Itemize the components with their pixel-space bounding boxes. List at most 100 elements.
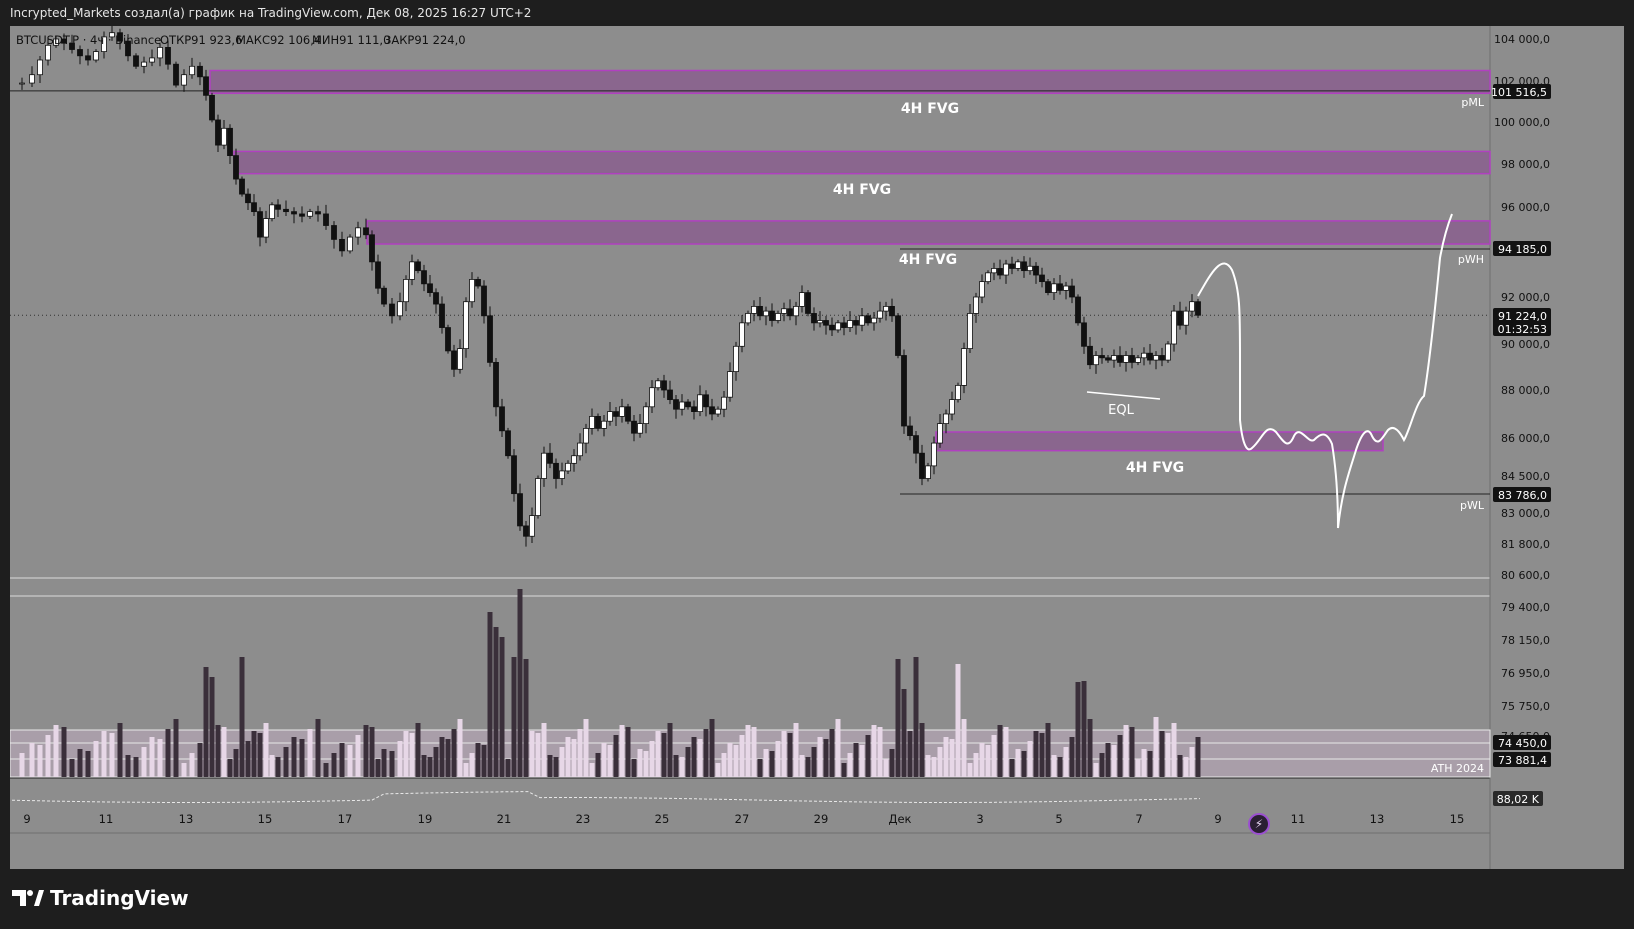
volume-bar xyxy=(149,737,155,777)
volume-bar xyxy=(781,731,787,777)
volume-bar xyxy=(85,751,91,777)
candle-bull xyxy=(943,413,949,425)
candle-bull xyxy=(877,310,883,319)
volume-bar xyxy=(805,757,811,777)
fvg-zone xyxy=(935,431,1384,452)
volume-bar xyxy=(239,657,245,777)
fvg-zone xyxy=(233,150,1491,175)
level-label: pWH xyxy=(1458,253,1484,266)
candle-bull xyxy=(1027,265,1033,272)
volume-bar xyxy=(877,727,883,777)
candle-bear xyxy=(1099,355,1105,359)
brand-name: TradingView xyxy=(50,886,189,910)
candle-bear xyxy=(445,327,451,352)
candle-bull xyxy=(1183,310,1189,326)
price-chart-svg[interactable]: 4H FVG 4H FVG 4H FVG 4H FVG pML pWH pWL ATH 202… xyxy=(10,26,1624,869)
volume-bar xyxy=(733,745,739,777)
candles-group xyxy=(19,26,1201,547)
y-tick-label: 96 000,0 xyxy=(1501,201,1550,214)
candle-bear xyxy=(499,406,505,432)
price-label-box xyxy=(1493,735,1551,750)
volume-bar xyxy=(1177,755,1183,777)
candle-bull xyxy=(847,320,853,328)
volume-group xyxy=(19,589,1201,777)
volume-bar xyxy=(913,657,919,777)
price-label-text: 101 516,5 xyxy=(1491,86,1547,99)
volume-bar xyxy=(529,731,535,777)
candle-bull xyxy=(157,46,163,59)
x-tick-label: 9 xyxy=(23,812,30,826)
fvg-label: 4H FVG xyxy=(833,182,891,198)
price-label-text: 83 786,0 xyxy=(1498,489,1547,502)
volume-bar xyxy=(117,723,123,777)
lightning-icon[interactable]: ⚡ xyxy=(1248,813,1270,835)
candle-bull xyxy=(469,279,475,303)
volume-bar xyxy=(227,759,233,777)
volume-bar xyxy=(1135,759,1141,777)
x-tick-label: 23 xyxy=(576,812,591,826)
candle-bear xyxy=(919,452,925,479)
legend-high: МАКС92 106,4 xyxy=(236,33,321,47)
volume-bar xyxy=(141,747,147,777)
volume-bar xyxy=(189,753,195,777)
volume-bar xyxy=(883,759,889,777)
candle-bull xyxy=(721,396,727,410)
candle-bear xyxy=(811,313,817,324)
volume-bar xyxy=(499,637,505,777)
candle-bull xyxy=(1141,352,1147,359)
candle-bull xyxy=(781,308,787,314)
candle-bear xyxy=(381,287,387,305)
candle-bear xyxy=(1087,345,1093,366)
candle-bear xyxy=(1147,352,1153,361)
volume-bar xyxy=(871,725,877,777)
volume-bar xyxy=(667,723,673,777)
volume-bar xyxy=(409,733,415,777)
price-label-text: 73 881,4 xyxy=(1498,754,1547,767)
candle-bear xyxy=(703,394,709,408)
volume-bar xyxy=(69,759,75,777)
candle-bull xyxy=(643,406,649,424)
candle-bear xyxy=(363,227,369,236)
candle-bear xyxy=(625,406,631,422)
tradingview-logo-icon xyxy=(12,890,44,906)
volume-bar xyxy=(77,749,83,777)
candle-bull xyxy=(871,317,877,324)
candle-bear xyxy=(433,292,439,305)
volume-bar xyxy=(487,612,493,777)
volume-bar xyxy=(997,725,1003,777)
volume-bar xyxy=(1093,763,1099,777)
legend-low: МИН91 111,0 xyxy=(312,33,390,47)
price-label-text: 91 224,0 xyxy=(1498,310,1547,323)
candle-bear xyxy=(215,119,221,146)
candle-bear xyxy=(1057,283,1063,291)
candle-bear xyxy=(895,315,901,356)
candle-bear xyxy=(595,415,601,429)
candle-bear xyxy=(275,204,281,210)
candle-bear xyxy=(77,49,83,57)
candle-bear xyxy=(203,76,209,96)
candle-bull xyxy=(269,204,275,219)
candle-bull xyxy=(589,415,595,429)
volume-bar xyxy=(583,719,589,777)
ath-label: ATH 2024 xyxy=(1431,762,1484,775)
volume-bar xyxy=(859,745,865,777)
candle-bear xyxy=(517,493,523,527)
y-tick-label: 79 400,0 xyxy=(1501,601,1550,614)
candle-bear xyxy=(865,315,871,324)
chart-area[interactable]: 4H FVG 4H FVG 4H FVG 4H FVG pML pWH pWL ATH 202… xyxy=(10,26,1624,869)
candle-bear xyxy=(1177,310,1183,326)
volume-bar xyxy=(1045,723,1051,777)
volume-bar xyxy=(1021,751,1027,777)
candle-bear xyxy=(691,406,697,412)
candle-bear xyxy=(125,40,131,57)
x-tick-label: 11 xyxy=(99,812,114,826)
candle-bull xyxy=(457,348,463,370)
candle-bull xyxy=(53,38,59,46)
volume-bar xyxy=(601,743,607,777)
x-tick-label: 25 xyxy=(655,812,670,826)
candle-bull xyxy=(141,61,147,67)
candle-bear xyxy=(173,63,179,86)
volume-bar xyxy=(577,729,583,777)
legend-symbol: BTCUSDT.P · 4ч · Binance xyxy=(16,33,161,47)
candle-bull xyxy=(955,384,961,400)
